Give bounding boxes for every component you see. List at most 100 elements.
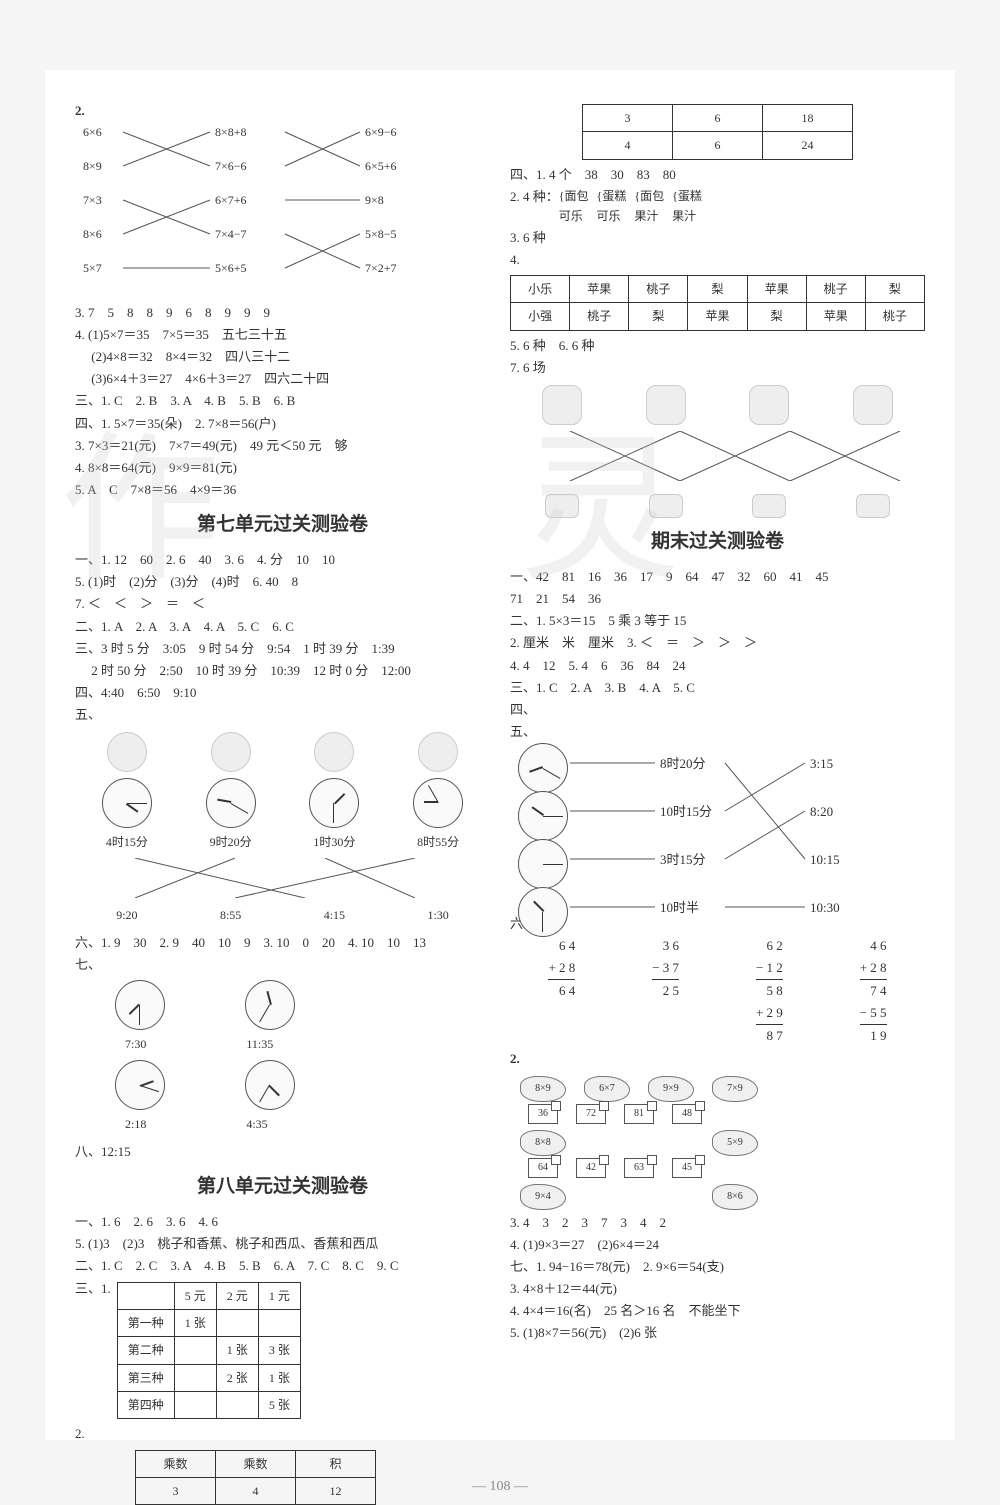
clock-icon: [115, 980, 165, 1030]
kid-icon: [646, 385, 686, 425]
u7-yi-2: 5. (1)时 (2)分 (3)分 (4)时 6. 40 8: [75, 571, 490, 593]
si-1: 四、1. 5×7＝35(朵) 2. 7×8＝56(户): [75, 413, 490, 435]
num-box: 36: [528, 1104, 558, 1124]
box-row-1: 36 72 81 48: [528, 1104, 925, 1124]
q4-2: (2)4×8＝32 8×4＝32 四八三十二: [75, 346, 490, 368]
si5-6: 5. 6 种 6. 6 种: [510, 335, 925, 357]
column-right: 3618 4624 四、1. 4 个 38 30 83 80 2. 4 种： {…: [500, 100, 935, 1410]
fin-yi-1: 一、42 81 16 36 17 9 64 47 32 60 41 45: [510, 566, 925, 588]
kids-match-lines: [510, 431, 925, 481]
fin-si: 四、: [510, 699, 925, 721]
cartoon-row: [75, 732, 490, 772]
clock-icon: [309, 778, 359, 828]
cartoon-icon: [107, 732, 147, 772]
kids-row: [510, 385, 925, 425]
fin-qi5: 5. (1)8×7＝56(元) (2)6 张: [510, 1322, 925, 1344]
fin-er-3: 4. 4 12 5. 4 6 36 84 24: [510, 655, 925, 677]
kid-icon: [853, 385, 893, 425]
si3: 3. 6 种: [510, 227, 925, 249]
fin-er-1: 二、1. 5×3＝15 5 乘 3 等于 15: [510, 610, 925, 632]
clock-icon: [102, 778, 152, 828]
u8-er: 二、1. C 2. C 3. A 4. B 5. B 6. A 7. C 8. …: [75, 1255, 490, 1277]
items-row: [510, 494, 925, 518]
q4-3: (3)6×4＋3＝27 4×6＋3＝27 四六二十四: [75, 368, 490, 390]
fin-san: 三、1. C 2. A 3. B 4. A 5. C: [510, 677, 925, 699]
money-table: 5 元2 元1 元 第一种1 张 第二种1 张3 张 第三种2 张1 张 第四种…: [117, 1282, 301, 1420]
u8-san-label: 三、1.: [75, 1278, 111, 1300]
bird-row-1: 8×9 6×7 9×9 7×9: [520, 1076, 925, 1102]
unit7-title: 第七单元过关测验卷: [75, 509, 490, 541]
clock-match-box: 8时20分 10时15分 3时15分 10时半 3:15 8:20 10:15 …: [510, 743, 925, 913]
u7-san-2: 2 时 50 分 2:50 10 时 39 分 10:39 12 时 0 分 1…: [75, 660, 490, 682]
cartoon-icon: [314, 732, 354, 772]
num-box: 42: [576, 1158, 606, 1178]
fin-yi-2: 71 21 54 36: [510, 588, 925, 610]
item-icon: [545, 494, 579, 518]
match-lines: [75, 858, 490, 898]
clock-icon: [245, 1060, 295, 1110]
si-2: 3. 7×3＝21(元) 7×7＝49(元) 49 元＜50 元 够: [75, 435, 490, 457]
column-left: 2. 6×6 8×9 7×3 8×6 5×7 8×8+8 7×6−6 6×7+6…: [65, 100, 500, 1410]
si4: 4.: [510, 249, 925, 271]
clock-icon: [115, 1060, 165, 1110]
cartoon-icon: [418, 732, 458, 772]
clock-icon: [245, 980, 295, 1030]
bird-icon: 7×9: [712, 1076, 758, 1102]
bird-icon: 8×8: [520, 1130, 566, 1156]
si7: 7. 6 场: [510, 357, 925, 379]
top-table: 3618 4624: [582, 104, 853, 160]
clock-pair-2: [75, 1060, 490, 1110]
u7-san-1: 三、3 时 5 分 3:05 9 时 54 分 9:54 1 时 39 分 1:…: [75, 638, 490, 660]
bird-icon: 9×4: [520, 1184, 566, 1210]
num-box: 45: [672, 1158, 702, 1178]
u7-liu: 六、1. 9 30 2. 9 40 10 9 3. 10 0 20 4. 10 …: [75, 932, 490, 954]
u7-yi-1: 一、1. 12 60 2. 6 40 3. 6 4. 分 10 10: [75, 549, 490, 571]
u7-er: 二、1. A 2. A 3. A 4. A 5. C 6. C: [75, 616, 490, 638]
bird-icon: 8×6: [712, 1184, 758, 1210]
kid-icon: [749, 385, 789, 425]
fin-2: 2.: [510, 1048, 925, 1070]
bird-icon: 8×9: [520, 1076, 566, 1102]
u8-2-label: 2.: [75, 1423, 490, 1445]
vertical-row: 6 4+ 2 86 4 3 6− 3 72 5 6 2− 1 25 8+ 2 9…: [510, 935, 925, 1047]
u8-5: 5. (1)3 (2)3 桃子和香蕉、桃子和西瓜、香蕉和西瓜: [75, 1233, 490, 1255]
cartoon-icon: [211, 732, 251, 772]
bird-icon: 9×9: [648, 1076, 694, 1102]
si1: 四、1. 4 个 38 30 83 80: [510, 164, 925, 186]
fruit-table: 小乐苹果桃子梨苹果桃子梨 小强桃子梨苹果梨苹果桃子: [510, 275, 925, 331]
fin-wu: 五、: [510, 721, 925, 743]
final-title: 期末过关测验卷: [510, 526, 925, 558]
item-icon: [649, 494, 683, 518]
num-box: 48: [672, 1104, 702, 1124]
u8-yi: 一、1. 6 2. 6 3. 6 4. 6: [75, 1211, 490, 1233]
u7-wu: 五、: [75, 704, 490, 726]
fin-liu: 六、1.: [510, 913, 925, 935]
num-box: 64: [528, 1158, 558, 1178]
kid-icon: [542, 385, 582, 425]
num-box: 63: [624, 1158, 654, 1178]
u7-ba: 八、12:15: [75, 1141, 490, 1163]
item-icon: [752, 494, 786, 518]
fin-3: 3. 4 3 2 3 7 3 4 2: [510, 1212, 925, 1234]
bird-row-3: 9×4 8×6: [520, 1184, 925, 1210]
q2-matching: 6×6 8×9 7×3 8×6 5×7 8×8+8 7×6−6 6×7+6 7×…: [75, 122, 490, 302]
san: 三、1. C 2. B 3. A 4. B 5. B 6. B: [75, 390, 490, 412]
bird-row-2: 8×8 5×9: [520, 1130, 925, 1156]
fin-er-2: 2. 厘米 米 厘米 3. ＜ ＝ ＞ ＞ ＞: [510, 632, 925, 654]
box-row-2: 64 42 63 45: [528, 1158, 925, 1178]
page: 2. 6×6 8×9 7×3 8×6 5×7 8×8+8 7×6−6 6×7+6…: [45, 70, 955, 1440]
clock-icon: [413, 778, 463, 828]
q2-label: 2.: [75, 100, 490, 122]
mult-table: 乘数乘数积 3412: [135, 1450, 376, 1505]
clock-labels-2: 9:208:55 4:151:30: [75, 905, 490, 925]
u7-si: 四、4:40 6:50 9:10: [75, 682, 490, 704]
bird-icon: 5×9: [712, 1130, 758, 1156]
u7-qi: 七、: [75, 954, 490, 976]
u7-yi-3: 7. ＜ ＜ ＞ ＝ ＜: [75, 593, 490, 615]
clock-pair-1-labels: 7:3011:35: [75, 1034, 490, 1054]
clock-labels-1: 4时15分9时20分 1时30分8时55分: [75, 832, 490, 852]
q4-1: 4. (1)5×7＝35 7×5＝35 五七三十五: [75, 324, 490, 346]
clock-row-1: [75, 778, 490, 828]
si-4: 5. A C 7×8＝56 4×9＝36: [75, 479, 490, 501]
page-number: — 108 —: [472, 1479, 528, 1495]
